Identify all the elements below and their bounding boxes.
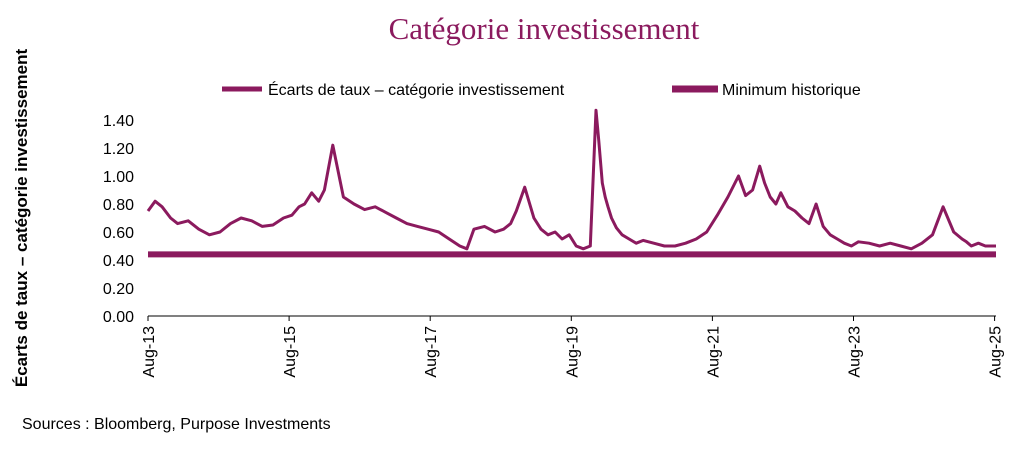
y-tick-label: 0.60 xyxy=(103,225,134,242)
x-tick-label: Aug-25 xyxy=(988,326,1005,378)
series-line-spread xyxy=(146,108,996,251)
x-tick-label: Aug-23 xyxy=(846,326,863,378)
legend-label-minimum: Minimum historique xyxy=(722,82,861,99)
y-tick-label: 0.20 xyxy=(103,281,134,298)
x-tick-label: Aug-13 xyxy=(141,326,158,378)
plot-area xyxy=(146,108,996,258)
y-axis: 0.00 0.20 0.40 0.60 0.80 1.00 1.20 1.40 xyxy=(103,113,134,326)
x-tick-label: Aug-17 xyxy=(423,326,440,378)
y-tick-label: 0.00 xyxy=(103,309,134,326)
source-note: Sources : Bloomberg, Purpose Investments xyxy=(22,416,331,433)
legend-label-spread: Écarts de taux – catégorie investissemen… xyxy=(268,80,565,99)
y-tick-label: 1.40 xyxy=(103,113,134,130)
y-tick-label: 1.20 xyxy=(103,141,134,158)
chart-title: Catégorie investissement xyxy=(389,11,700,46)
y-tick-label: 0.80 xyxy=(103,197,134,214)
x-tick-label: Aug-15 xyxy=(282,326,299,378)
x-axis: Aug-13 Aug-15 Aug-17 Aug-19 Aug-21 Aug-23 Aug-… xyxy=(141,316,1005,378)
y-tick-label: 1.00 xyxy=(103,169,134,186)
legend: Écarts de taux – catégorie investissemen… xyxy=(222,80,861,99)
y-tick-label: 0.40 xyxy=(103,253,134,270)
x-tick-label: Aug-19 xyxy=(564,326,581,378)
x-tick-label: Aug-21 xyxy=(705,326,722,378)
y-axis-label: Écarts de taux – catégorie investissemen… xyxy=(12,49,31,388)
